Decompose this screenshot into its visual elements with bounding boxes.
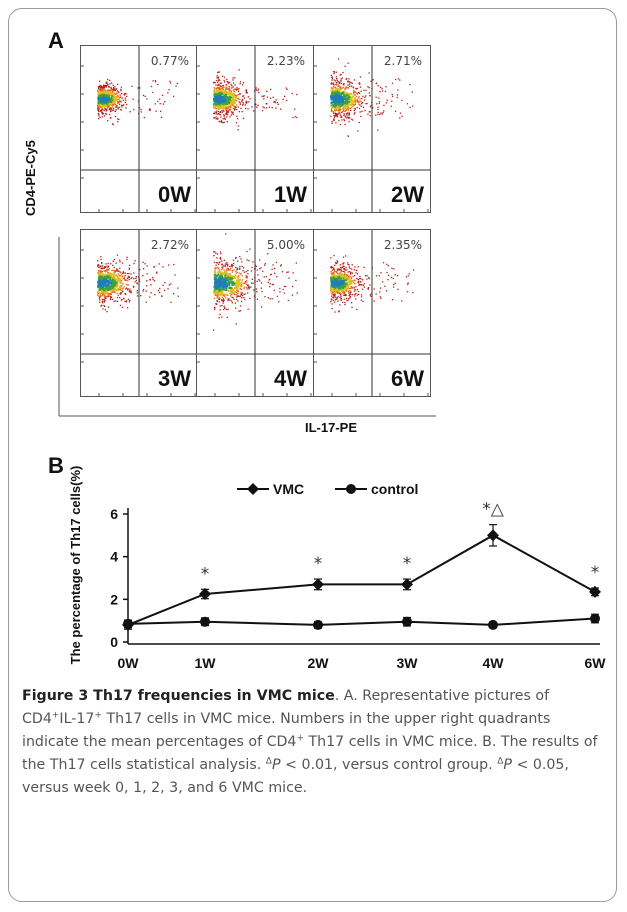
data-point-vmc	[312, 578, 324, 591]
flow-x-axis-label: IL-17-PE	[305, 420, 358, 435]
data-point-vmc	[199, 588, 211, 600]
week-label: 1W	[274, 182, 307, 207]
significance-marker: *	[201, 564, 210, 584]
flow-cell-dots	[213, 233, 298, 331]
quadrant-percent-label: 2.72%	[150, 238, 189, 252]
data-point-control	[313, 619, 323, 630]
week-label: 0W	[158, 182, 191, 207]
flow-scatter	[81, 46, 197, 212]
caption-delta-1: Δ	[265, 756, 272, 767]
flow-axis-ticks	[314, 65, 429, 212]
flow-axis-ticks	[81, 249, 196, 396]
quadrant-percent-label: 0.77%	[150, 54, 189, 68]
x-tick-label: 2W	[308, 655, 330, 671]
week-label: 3W	[158, 366, 191, 391]
flow-plot-3w: 2.72% 3W	[80, 229, 198, 397]
flow-scatter	[314, 230, 430, 396]
week-label: 4W	[274, 366, 307, 391]
data-point-vmc	[589, 585, 601, 598]
data-point-control	[488, 619, 498, 630]
flow-scatter	[197, 46, 313, 212]
caption-text-1: . A. Representative pictures of CD4	[22, 688, 550, 727]
y-tick-label: 2	[110, 591, 118, 607]
flow-plot-4w: 5.00% 4W	[196, 229, 314, 397]
caption-sup-1: +	[51, 710, 60, 721]
flow-cell-dots	[213, 69, 298, 131]
caption-sup-2: +	[94, 710, 102, 721]
caption-sup-3: +	[296, 733, 304, 744]
flow-plot-2w: 2.71% 2W	[313, 45, 431, 213]
x-tick-label: 1W	[195, 655, 217, 671]
panel-b-letter: B	[48, 453, 64, 478]
caption-delta-2: Δ	[497, 756, 504, 767]
flow-cell-dots	[97, 254, 179, 313]
quadrant-percent-label: 2.23%	[266, 54, 305, 68]
flow-plot-1w: 2.23% 1W	[196, 45, 314, 213]
significance-marker: *	[314, 554, 323, 574]
data-point-control	[402, 616, 412, 627]
caption-p-1: P	[271, 757, 281, 773]
caption-text-6: < 0.05, versus week 0, 1, 2, 3, and 6 VM…	[22, 757, 569, 796]
data-point-control	[590, 613, 600, 624]
series-line-vmc	[127, 534, 596, 626]
flow-axis-ticks	[81, 65, 196, 212]
significance-marker: *	[591, 563, 600, 583]
significance-marker: *△	[482, 500, 505, 520]
caption-text-5: < 0.01, versus control group.	[280, 757, 498, 773]
figure-caption: Figure 3 Th17 frequencies in VMC mice. A…	[22, 685, 607, 800]
flow-axis-ticks	[197, 249, 312, 396]
flow-cell-dots	[330, 58, 414, 137]
caption-text-4: Th17 cells in VMC mice. B. The results o…	[22, 734, 598, 773]
week-label: 6W	[391, 366, 424, 391]
quadrant-percent-label: 5.00%	[266, 238, 305, 252]
quadrant-percent-label: 2.35%	[383, 238, 422, 252]
y-tick-label: 0	[110, 634, 118, 650]
y-axis-label: The percentage of Th17 cells(%)	[68, 466, 83, 665]
week-label: 2W	[391, 182, 424, 207]
x-tick-label: 0W	[118, 655, 140, 671]
flow-scatter	[81, 230, 197, 396]
flow-plot-6w: 2.35% 6W	[313, 229, 431, 397]
data-point-control	[123, 618, 133, 629]
legend-label-control: control	[371, 481, 418, 497]
legend-label-vmc: VMC	[273, 481, 304, 497]
flow-axis-ticks	[197, 65, 312, 212]
panel-a-letter: A	[48, 28, 64, 53]
flow-axis-ticks	[314, 249, 429, 396]
y-tick-label: 4	[110, 549, 118, 565]
data-point-control	[200, 616, 210, 627]
caption-text-2: IL-17	[59, 711, 95, 727]
flow-cell-dots	[97, 78, 178, 126]
flow-scatter	[197, 230, 313, 396]
th17-line-chart: 0 2 4 6 0W 1W 2W 3W 4W 6W The percentage of Th17 c…	[68, 466, 607, 671]
data-point-vmc	[401, 578, 413, 591]
flow-scatter	[314, 46, 430, 212]
y-tick-label: 6	[110, 506, 118, 522]
quadrant-percent-label: 2.71%	[383, 54, 422, 68]
legend-marker-control	[346, 484, 356, 494]
figure-frame	[8, 8, 617, 902]
caption-text-3: Th17 cells in VMC mice. Numbers in the u…	[22, 711, 551, 750]
x-tick-label: 3W	[397, 655, 419, 671]
x-tick-label: 6W	[585, 655, 607, 671]
significance-marker: *	[403, 554, 412, 574]
data-point-vmc	[487, 529, 499, 542]
caption-p-2: P	[503, 757, 512, 773]
caption-title: Figure 3 Th17 frequencies in VMC mice	[22, 688, 335, 704]
x-tick-label: 4W	[483, 655, 505, 671]
legend-marker-vmc	[247, 483, 259, 495]
series-line-control	[127, 617, 596, 626]
